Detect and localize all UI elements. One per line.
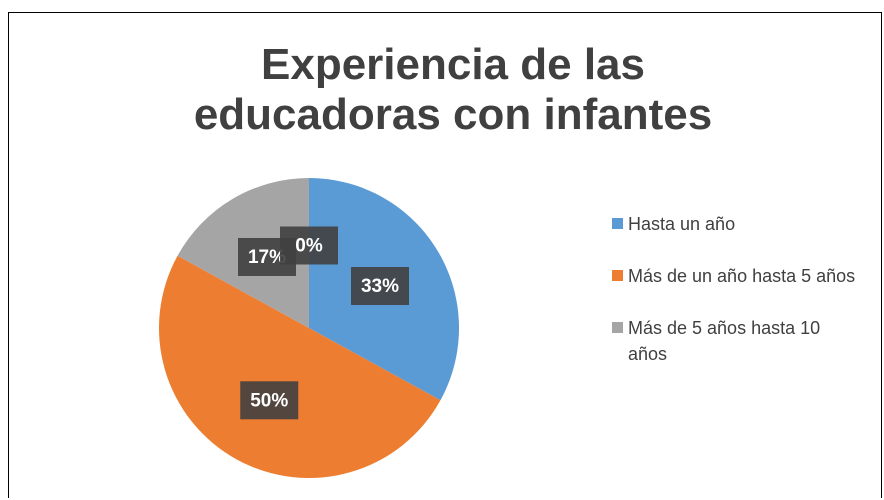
legend-label: Más de 5 años hasta 10 años xyxy=(628,318,821,364)
pie-slice xyxy=(158,255,441,479)
data-label: 17% xyxy=(248,247,286,268)
data-label: 0% xyxy=(295,236,323,257)
legend-entry: Más de 5 años hasta 10 años xyxy=(612,315,862,367)
legend-entry: Más de un año hasta 5 años xyxy=(612,263,862,315)
legend-swatch xyxy=(612,270,623,281)
legend-entry: Hasta un año xyxy=(612,211,862,263)
data-label: 33% xyxy=(361,276,399,297)
chart-title: Experiencia de las educadoras con infant… xyxy=(193,40,713,139)
data-label: 50% xyxy=(250,390,288,411)
chart-frame xyxy=(8,12,882,498)
legend: Hasta un año Más de un año hasta 5 años Má… xyxy=(612,211,862,367)
legend-swatch xyxy=(612,218,623,229)
legend-label: Más de un año hasta 5 años xyxy=(628,266,856,286)
data-label-box xyxy=(240,381,299,420)
data-label-box xyxy=(351,267,410,306)
legend-swatch xyxy=(612,322,623,333)
legend-label: Hasta un año xyxy=(628,214,736,234)
data-label-box xyxy=(280,226,338,265)
